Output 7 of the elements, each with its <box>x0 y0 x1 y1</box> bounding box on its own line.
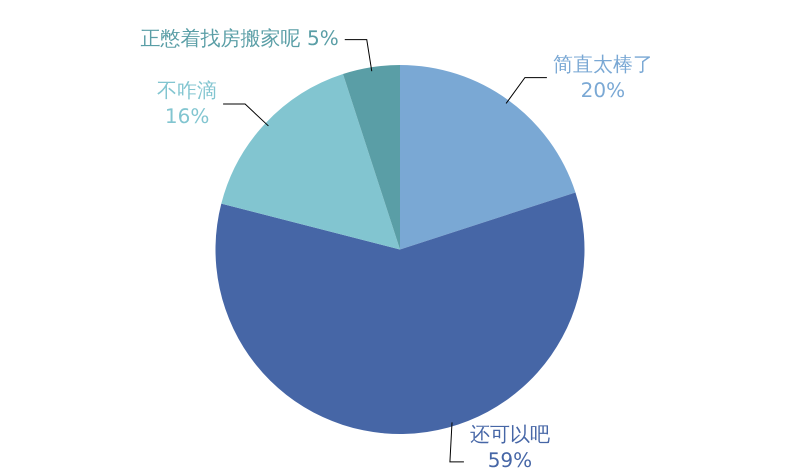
slice-label: 简直太棒了 <box>552 52 653 76</box>
data-label: 59% <box>488 448 532 472</box>
slice-label: 还可以吧 <box>470 422 550 446</box>
data-label: 20% <box>580 78 626 102</box>
slice-label: 不咋滴 <box>157 78 218 102</box>
data-label: 16% <box>164 104 210 128</box>
slice-label: 正憋着找房搬家呢 5% <box>140 26 339 50</box>
